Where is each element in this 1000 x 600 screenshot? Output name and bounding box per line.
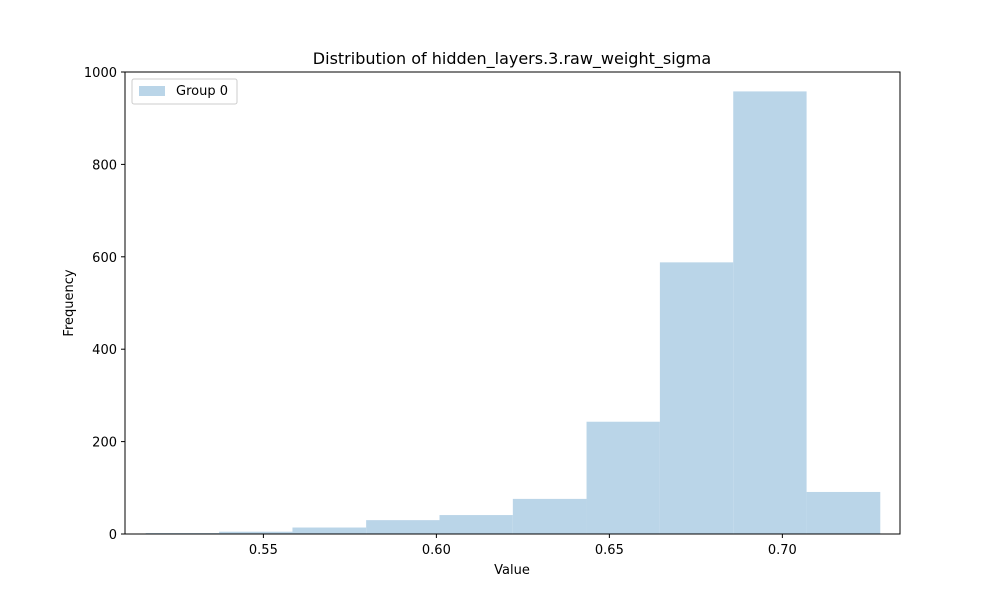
y-tick-label: 1000 bbox=[84, 66, 117, 81]
y-tick-label: 600 bbox=[92, 251, 117, 266]
histogram-bar bbox=[512, 498, 587, 534]
legend-box bbox=[131, 78, 238, 105]
x-axis: 0.55 0.60 0.65 0.70 bbox=[249, 534, 797, 558]
histogram-bar bbox=[659, 262, 734, 534]
histogram-bar bbox=[806, 491, 881, 534]
y-tick-label: 0 bbox=[109, 528, 117, 543]
y-tick-label: 800 bbox=[92, 158, 117, 173]
chart-title: Distribution of hidden_layers.3.raw_weig… bbox=[313, 49, 711, 69]
legend-label: Group 0 bbox=[176, 84, 228, 99]
legend-swatch bbox=[139, 86, 165, 96]
y-tick-label: 200 bbox=[92, 436, 117, 451]
y-axis: 0 200 400 600 800 1000 bbox=[84, 66, 125, 543]
plot-frame bbox=[124, 71, 901, 535]
histogram-bar bbox=[733, 91, 807, 535]
x-tick-label: 0.70 bbox=[768, 543, 797, 558]
x-tick-label: 0.65 bbox=[595, 543, 624, 558]
histogram-bar bbox=[292, 527, 367, 534]
x-tick-label: 0.60 bbox=[422, 543, 451, 558]
histogram-bar bbox=[439, 515, 513, 534]
histogram-bar bbox=[586, 421, 660, 534]
x-axis-label: Value bbox=[494, 563, 530, 578]
y-tick-label: 400 bbox=[92, 343, 117, 358]
histogram-bar bbox=[366, 520, 440, 534]
histogram-bar bbox=[219, 531, 293, 534]
legend: Group 0 bbox=[131, 78, 238, 105]
bars-layer bbox=[145, 91, 881, 535]
y-axis-label: Frequency bbox=[62, 269, 77, 336]
x-tick-label: 0.55 bbox=[249, 543, 278, 558]
